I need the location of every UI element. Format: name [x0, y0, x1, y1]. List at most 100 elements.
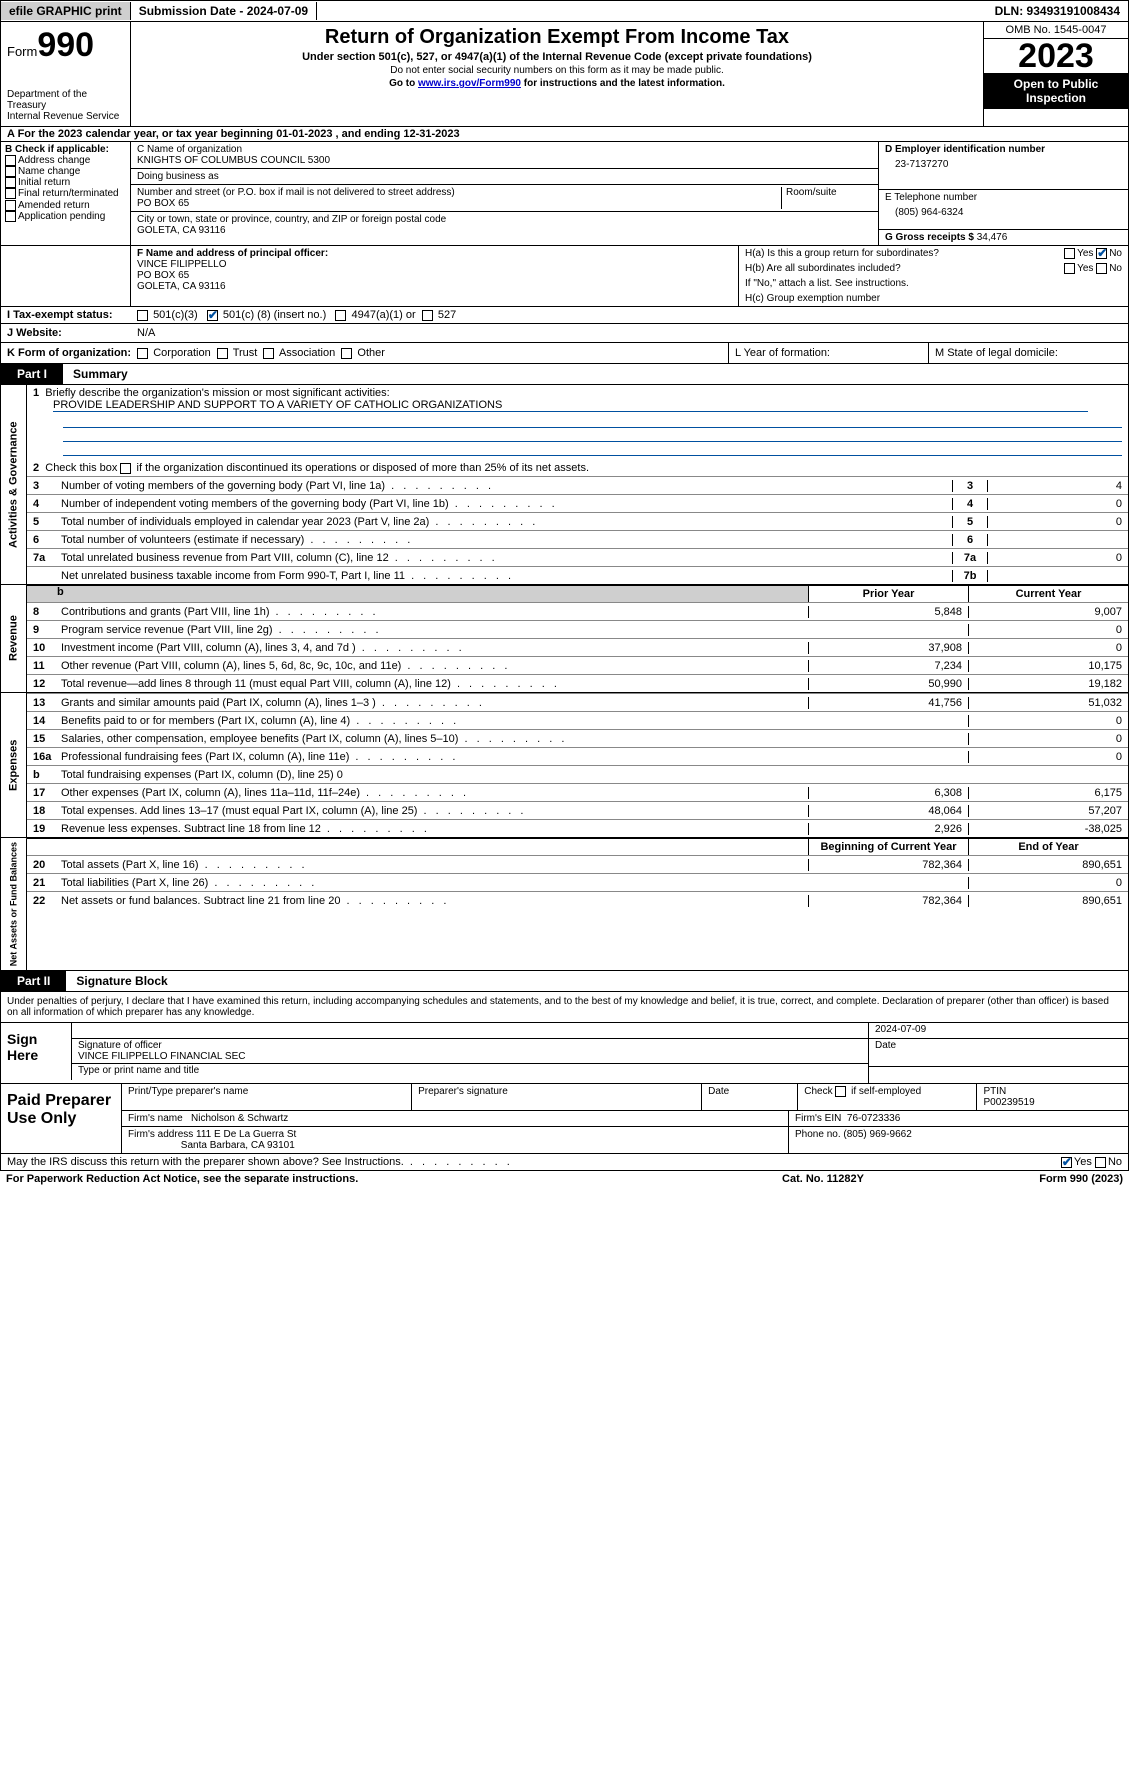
- declaration: Under penalties of perjury, I declare th…: [0, 992, 1129, 1023]
- part1-title: Summary: [63, 364, 138, 384]
- city-value: GOLETA, CA 93116: [137, 225, 872, 236]
- sig-officer-label: Signature of officer: [78, 1040, 162, 1051]
- efile-print-button[interactable]: efile GRAPHIC print: [1, 2, 131, 20]
- officer-addr1: PO BOX 65: [137, 270, 732, 281]
- chk-may-irs-yes[interactable]: [1061, 1157, 1072, 1168]
- firm-city: Santa Barbara, CA 93101: [181, 1140, 295, 1151]
- chk-assoc[interactable]: [263, 348, 274, 359]
- sig-date-value: 2024-07-09: [868, 1023, 1128, 1039]
- part1-netassets: Net Assets or Fund Balances Beginning of…: [0, 838, 1129, 971]
- section-b-label: B Check if applicable:: [5, 144, 126, 155]
- ha-label: H(a) Is this a group return for subordin…: [745, 248, 1064, 259]
- officer-name: VINCE FILIPPELLO: [137, 259, 732, 270]
- lbl-assoc: Association: [279, 347, 335, 359]
- website-value: N/A: [131, 324, 161, 342]
- street-value: PO BOX 65: [137, 198, 777, 209]
- year-formation: L Year of formation:: [728, 343, 928, 363]
- q1-label: Briefly describe the organization's miss…: [45, 387, 389, 399]
- part1-governance: Activities & Governance 1 Briefly descri…: [0, 385, 1129, 585]
- firm-phone-label: Phone no.: [795, 1129, 841, 1140]
- lbl-501c3: 501(c)(3): [153, 309, 198, 321]
- row-j: J Website: N/A: [0, 324, 1129, 343]
- chk-discontinued[interactable]: [120, 463, 131, 474]
- chk-501c3[interactable]: [137, 310, 148, 321]
- chk-hb-yes[interactable]: [1064, 263, 1075, 274]
- may-irs-row: May the IRS discuss this return with the…: [0, 1154, 1129, 1171]
- hc-label: H(c) Group exemption number: [739, 291, 1128, 306]
- firm-ein-label: Firm's EIN: [795, 1113, 841, 1124]
- chk-other[interactable]: [341, 348, 352, 359]
- part1-header: Part I Summary: [0, 364, 1129, 385]
- ein-value: 23-7137270: [885, 155, 1122, 174]
- lbl-4947: 4947(a)(1) or: [351, 309, 415, 321]
- hb-note: If "No," attach a list. See instructions…: [739, 276, 1128, 291]
- lbl-initial-return: Initial return: [18, 177, 70, 188]
- chk-may-irs-no[interactable]: [1095, 1157, 1106, 1168]
- chk-initial-return[interactable]: [5, 177, 16, 188]
- org-name: KNIGHTS OF COLUMBUS COUNCIL 5300: [137, 155, 872, 166]
- section-fh: F Name and address of principal officer:…: [0, 246, 1129, 307]
- hb-label: H(b) Are all subordinates included?: [745, 263, 1064, 274]
- ein-label: D Employer identification number: [885, 144, 1122, 155]
- chk-app-pending[interactable]: [5, 211, 16, 222]
- chk-name-change[interactable]: [5, 166, 16, 177]
- col-prior: Prior Year: [808, 586, 968, 602]
- irs-link[interactable]: www.irs.gov/Form990: [418, 78, 521, 89]
- chk-ha-yes[interactable]: [1064, 248, 1075, 259]
- firm-phone: (805) 969-9662: [843, 1129, 911, 1140]
- chk-ha-no[interactable]: [1096, 248, 1107, 259]
- dba-label: Doing business as: [137, 171, 872, 182]
- website-label: J Website:: [1, 324, 131, 342]
- dept-treasury: Department of the Treasury: [7, 89, 124, 111]
- lbl-501c-c: ) (insert no.): [267, 309, 326, 321]
- type-print-label: Type or print name and title: [71, 1064, 868, 1080]
- lbl-527: 527: [438, 309, 456, 321]
- col-current: Current Year: [968, 586, 1128, 602]
- chk-527[interactable]: [422, 310, 433, 321]
- firm-name-label: Firm's name: [128, 1113, 183, 1124]
- chk-501c[interactable]: [207, 310, 218, 321]
- part1-expenses: Expenses 13Grants and similar amounts pa…: [0, 693, 1129, 838]
- form-subtitle: Under section 501(c), 527, or 4947(a)(1)…: [137, 51, 977, 63]
- org-name-label: C Name of organization: [137, 144, 872, 155]
- chk-4947[interactable]: [335, 310, 346, 321]
- section-bcd: B Check if applicable: Address change Na…: [0, 142, 1129, 246]
- hb-no: No: [1109, 263, 1122, 274]
- submission-date: Submission Date - 2024-07-09: [131, 2, 317, 20]
- tax-exempt-label: I Tax-exempt status:: [1, 307, 131, 323]
- chk-trust[interactable]: [217, 348, 228, 359]
- lbl-amended: Amended return: [18, 200, 90, 211]
- topbar: efile GRAPHIC print Submission Date - 20…: [0, 0, 1129, 22]
- may-irs-yes: Yes: [1074, 1156, 1092, 1168]
- col-end: End of Year: [968, 839, 1128, 855]
- gross-value: 34,476: [977, 232, 1008, 243]
- city-label: City or town, state or province, country…: [137, 214, 872, 225]
- chk-hb-no[interactable]: [1096, 263, 1107, 274]
- chk-corp[interactable]: [137, 348, 148, 359]
- state-domicile: M State of legal domicile:: [928, 343, 1128, 363]
- goto-post: for instructions and the latest informat…: [521, 78, 725, 89]
- may-irs-text: May the IRS discuss this return with the…: [7, 1156, 1061, 1168]
- lbl-name-change: Name change: [18, 166, 80, 177]
- col-begin: Beginning of Current Year: [808, 839, 968, 855]
- may-irs-no: No: [1108, 1156, 1122, 1168]
- lbl-corp: Corporation: [153, 347, 210, 359]
- sig-officer-name: VINCE FILIPPELLO FINANCIAL SEC: [78, 1051, 245, 1062]
- lbl-other: Other: [357, 347, 385, 359]
- footer: For Paperwork Reduction Act Notice, see …: [0, 1171, 1129, 1187]
- lbl-501c-a: 501(c) (: [223, 309, 261, 321]
- ha-no: No: [1109, 248, 1122, 259]
- prep-sig-label: Preparer's signature: [411, 1084, 701, 1110]
- chk-address-change[interactable]: [5, 155, 16, 166]
- mission-text: PROVIDE LEADERSHIP AND SUPPORT TO A VARI…: [53, 399, 1088, 412]
- firm-addr: 111 E De La Guerra St: [196, 1129, 296, 1140]
- lbl-address-change: Address change: [18, 155, 90, 166]
- chk-self-employed[interactable]: [835, 1086, 846, 1097]
- vlabel-revenue: Revenue: [1, 585, 27, 692]
- dln: DLN: 93493191008434: [987, 2, 1128, 20]
- chk-amended[interactable]: [5, 200, 16, 211]
- room-label: Room/suite: [786, 187, 872, 198]
- tel-label: E Telephone number: [885, 192, 1122, 203]
- chk-final-return[interactable]: [5, 188, 16, 199]
- cat-no: Cat. No. 11282Y: [723, 1173, 923, 1185]
